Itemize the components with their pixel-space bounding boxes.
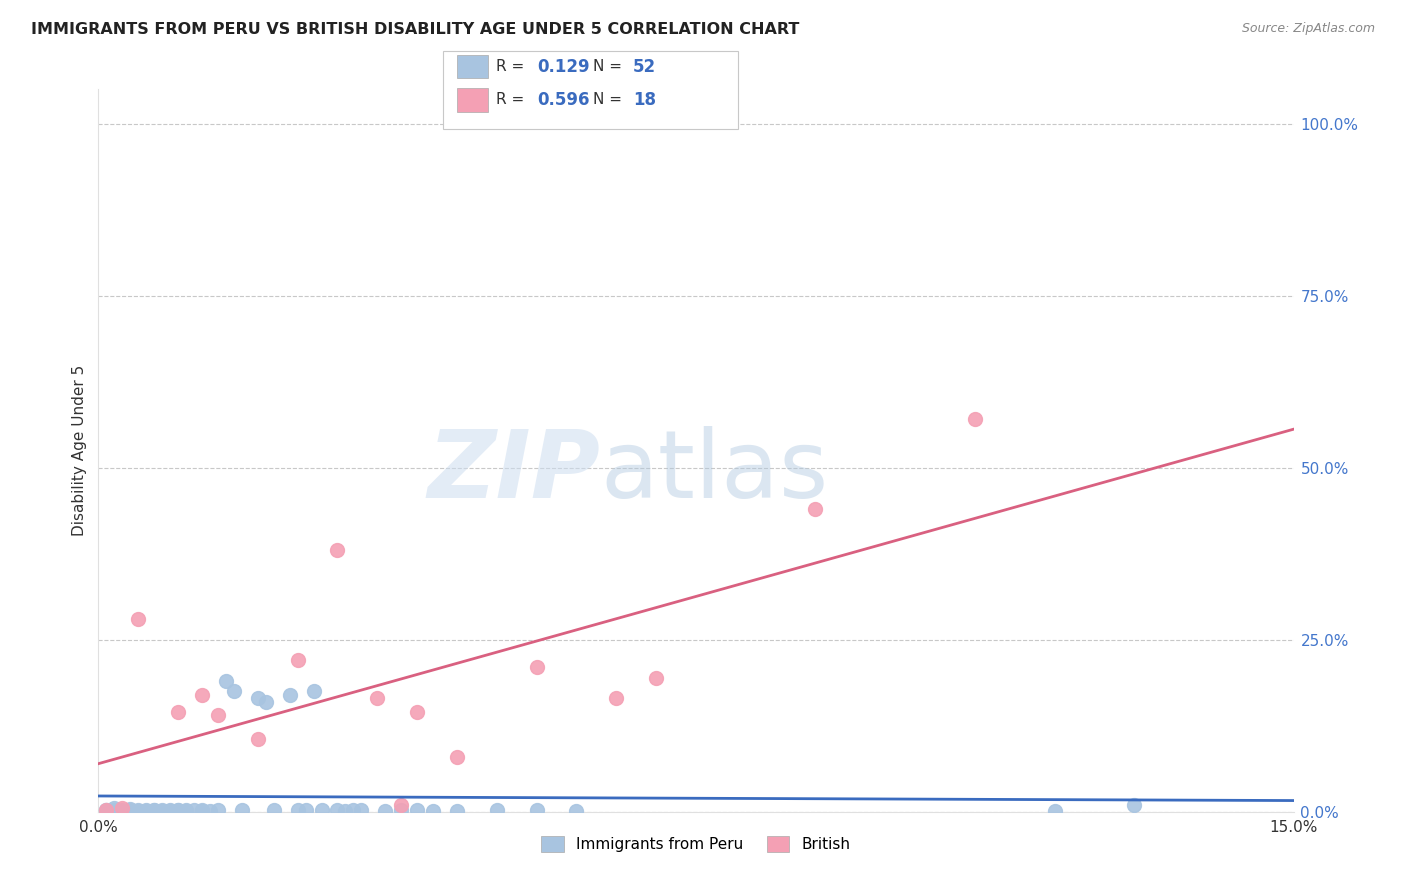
Point [103,801,125,815]
Point [326,803,349,817]
Point [159,803,181,817]
Point [127,803,149,817]
Point [526,660,548,674]
Text: 52: 52 [633,58,655,76]
Point [120,803,142,817]
Point [645,671,668,685]
Point [605,691,627,706]
Text: 18: 18 [633,91,655,109]
Point [1043,804,1066,818]
Point [302,684,325,698]
Point [366,691,388,706]
Point [246,732,269,747]
Point [135,803,157,817]
Point [254,695,277,709]
Point [1123,797,1146,812]
Point [198,804,221,818]
Point [446,749,468,764]
Point [287,803,309,817]
Point [111,801,134,815]
Point [174,804,197,818]
Point [96,803,118,817]
Point [263,803,285,817]
Text: N =: N = [593,93,627,107]
Y-axis label: Disability Age Under 5: Disability Age Under 5 [72,365,87,536]
Text: Source: ZipAtlas.com: Source: ZipAtlas.com [1241,22,1375,36]
Point [342,803,364,817]
Point [167,705,190,719]
Point [215,673,238,688]
Point [183,803,205,817]
Text: R =: R = [496,93,530,107]
Point [526,803,548,817]
Point [191,804,214,818]
Point [294,803,316,817]
Point [287,653,309,667]
Point [326,543,349,558]
Text: 0.596: 0.596 [537,91,589,109]
Point [96,803,118,817]
Point [231,803,253,817]
Point [103,803,125,817]
Point [191,803,214,817]
Text: 0.129: 0.129 [537,58,589,76]
Point [389,803,412,817]
Point [565,804,588,818]
Point [167,803,190,817]
Point [207,803,229,817]
Point [222,684,245,698]
Point [96,803,118,817]
Point [446,804,468,818]
Point [963,412,986,426]
Point [389,797,412,812]
Text: atlas: atlas [600,426,828,518]
Text: N =: N = [593,60,627,74]
Point [120,802,142,816]
Point [278,688,301,702]
Point [191,688,214,702]
Point [207,708,229,723]
Point [350,803,373,817]
Point [246,691,269,706]
Point [150,804,173,818]
Point [111,804,134,818]
Point [159,804,181,818]
Point [127,612,149,626]
Point [135,804,157,818]
Legend: Immigrants from Peru, British: Immigrants from Peru, British [536,830,856,858]
Point [485,803,508,817]
Point [335,804,357,818]
Point [143,803,166,817]
Point [127,804,149,818]
Point [111,803,134,817]
Point [311,803,333,817]
Point [804,502,827,516]
Text: IMMIGRANTS FROM PERU VS BRITISH DISABILITY AGE UNDER 5 CORRELATION CHART: IMMIGRANTS FROM PERU VS BRITISH DISABILI… [31,22,799,37]
Point [374,804,396,818]
Text: R =: R = [496,60,530,74]
Point [422,804,444,818]
Point [167,803,190,817]
Text: ZIP: ZIP [427,426,600,518]
Point [174,803,197,817]
Point [143,803,166,817]
Point [406,803,429,817]
Point [406,705,429,719]
Point [150,803,173,817]
